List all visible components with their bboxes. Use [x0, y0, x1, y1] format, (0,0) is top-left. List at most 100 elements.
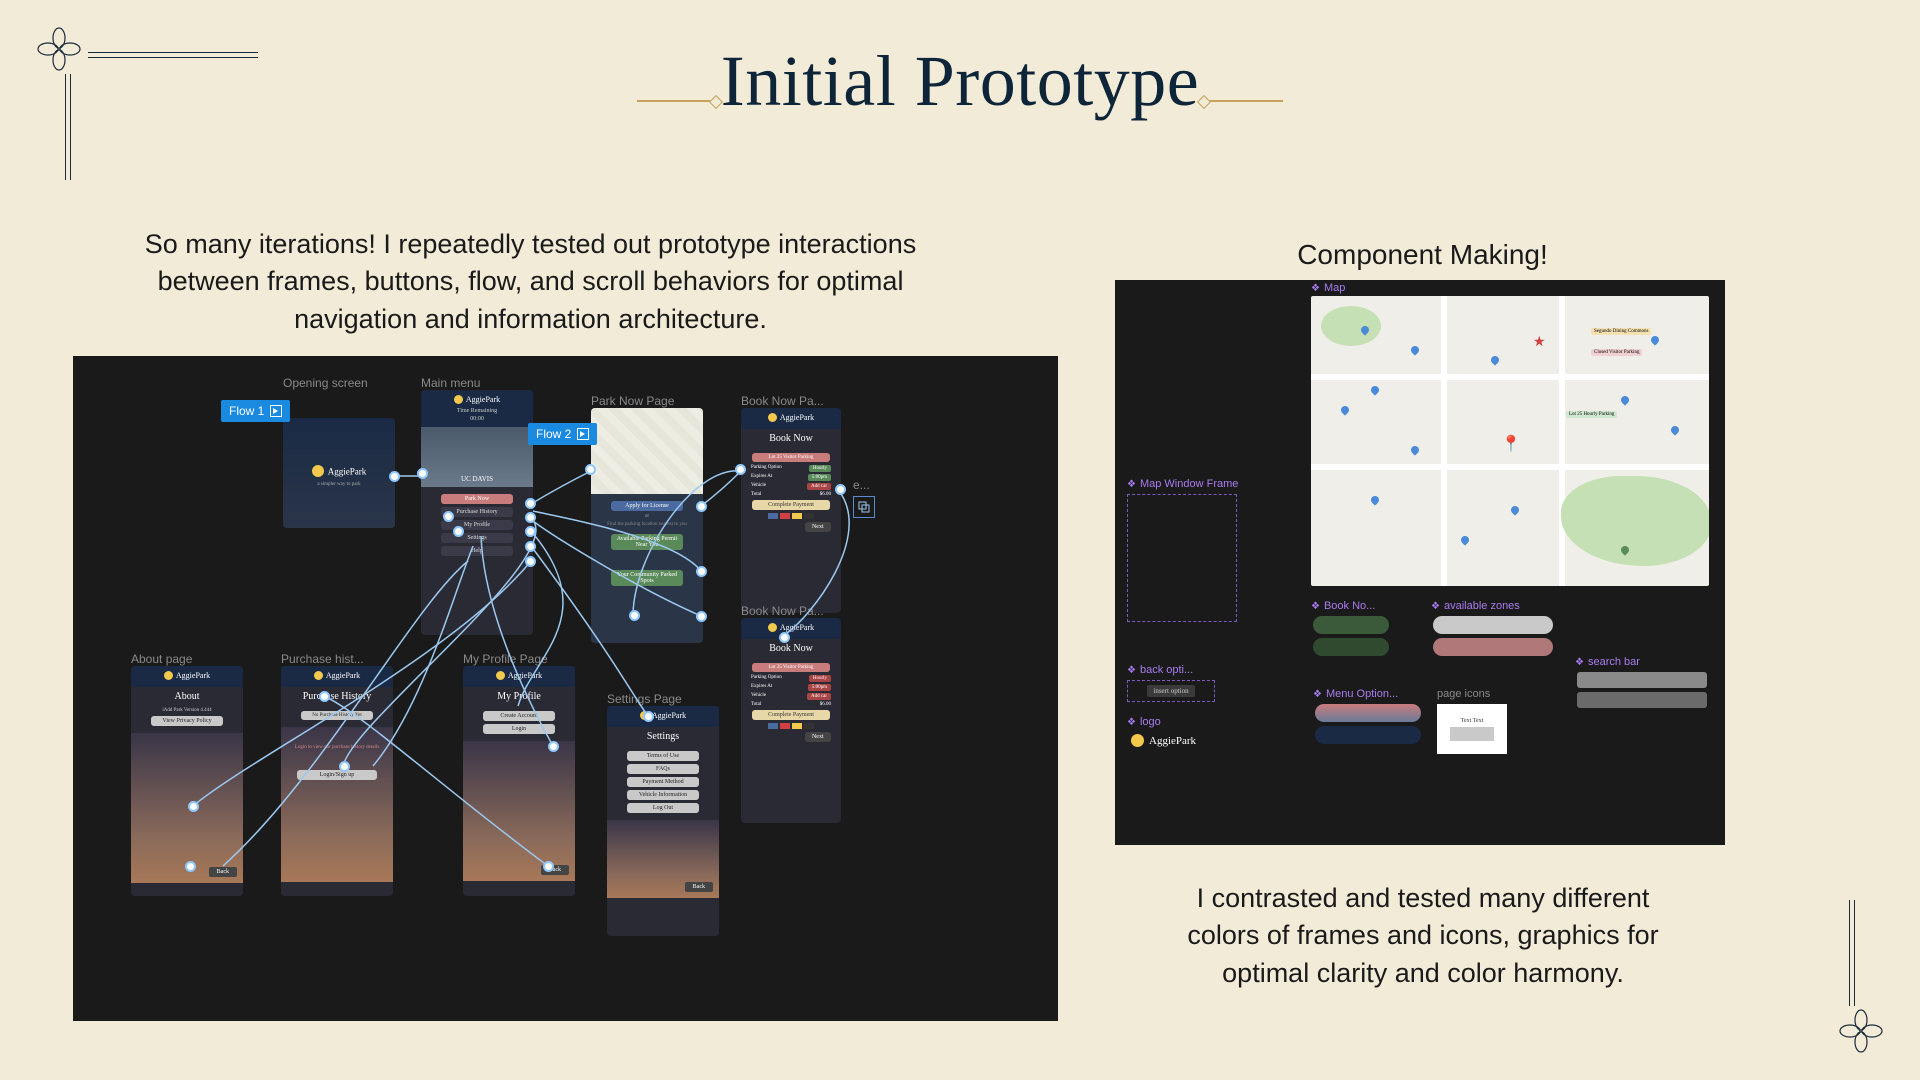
connection-node[interactable]: [525, 526, 536, 537]
connection-node[interactable]: [543, 861, 554, 872]
community-spots-button[interactable]: Your Community Parked Spots: [611, 570, 683, 586]
map-component[interactable]: ★ 📍 Segundo Dining Commons Closed Visito…: [1311, 296, 1709, 586]
frame-label-e: e...: [853, 478, 870, 492]
menu-settings[interactable]: Settings: [441, 533, 513, 543]
book-pill-2[interactable]: [1313, 638, 1389, 656]
payment-method-button[interactable]: Payment Method: [627, 777, 699, 787]
flow-1-badge[interactable]: Flow 1: [221, 400, 290, 422]
next-button[interactable]: Next: [805, 732, 831, 742]
frame-book-now-2[interactable]: Book Now Pa... AggiePark Book Now Lot 25…: [741, 604, 841, 823]
map-window-frame-component[interactable]: [1127, 494, 1237, 622]
frame-my-profile[interactable]: My Profile Page AggiePark My Profile Cre…: [463, 652, 575, 896]
caption-left: So many iterations! I repeatedly tested …: [138, 226, 923, 338]
caption-right-bottom: I contrasted and tested many different c…: [1158, 880, 1688, 992]
available-parking-button[interactable]: Available Parking Permit Near You: [611, 534, 683, 550]
search-bar-1[interactable]: [1577, 672, 1707, 688]
login-signup-button[interactable]: Login/Sign up: [297, 770, 378, 780]
connection-node[interactable]: [339, 761, 350, 772]
comp-label-map-window: Map Window Frame: [1127, 478, 1238, 490]
play-icon: [270, 405, 282, 417]
frame-settings[interactable]: Settings Page AggiePark Settings Terms o…: [607, 692, 719, 936]
frame-park-now[interactable]: Park Now Page Apply for License or Find …: [591, 394, 703, 643]
frame-purchase-history[interactable]: Purchase hist... AggiePark Purchase Hist…: [281, 652, 393, 896]
connection-node[interactable]: [696, 566, 707, 577]
connection-node[interactable]: [835, 484, 846, 495]
frame-label: Book Now Pa...: [741, 394, 841, 408]
back-button[interactable]: Back: [685, 882, 713, 892]
search-bar-2[interactable]: [1577, 692, 1707, 708]
connection-node[interactable]: [188, 801, 199, 812]
next-button[interactable]: Next: [805, 522, 831, 532]
connection-node[interactable]: [319, 691, 330, 702]
connection-node[interactable]: [389, 471, 400, 482]
page-icons-component[interactable]: Text Text: [1437, 704, 1507, 754]
menu-option-bar-2[interactable]: [1315, 726, 1421, 744]
flow-2-badge[interactable]: Flow 2: [528, 423, 597, 445]
insert-option-button[interactable]: insert option: [1147, 685, 1194, 697]
frame-label: Settings Page: [607, 692, 719, 706]
terms-button[interactable]: Terms of Use: [627, 751, 699, 761]
back-option-component[interactable]: insert option: [1127, 680, 1215, 702]
app-logo-text: AggiePark: [508, 671, 542, 680]
connection-node[interactable]: [779, 632, 790, 643]
frame-book-now-1[interactable]: Book Now Pa... AggiePark Book Now Lot 25…: [741, 394, 841, 613]
frame-label: My Profile Page: [463, 652, 575, 666]
frame-opening-screen[interactable]: Opening screen AggiePark a simpler way t…: [283, 376, 395, 528]
connection-node[interactable]: [443, 511, 454, 522]
connection-node[interactable]: [696, 611, 707, 622]
menu-park-now[interactable]: Park Now: [441, 494, 513, 504]
connection-node[interactable]: [525, 541, 536, 552]
menu-option-bar-1[interactable]: [1315, 704, 1421, 722]
login-button[interactable]: Login: [483, 724, 555, 734]
comp-label-map: Map: [1311, 282, 1345, 294]
frame-label: Park Now Page: [591, 394, 703, 408]
frame-label: About page: [131, 652, 243, 666]
comp-label-search-bar: search bar: [1575, 656, 1640, 668]
book-pill-1[interactable]: [1313, 616, 1389, 634]
connection-node[interactable]: [585, 464, 596, 475]
comp-label-menu-opt: Menu Option...: [1313, 688, 1398, 700]
no-history-label: No Purchase History Yet: [301, 711, 373, 720]
logo-component[interactable]: AggiePark: [1131, 734, 1196, 747]
flower-icon: [1838, 1008, 1884, 1054]
app-logo-text: AggiePark: [780, 623, 814, 632]
map-star-icon: ★: [1533, 334, 1546, 351]
create-account-button[interactable]: Create Account: [483, 711, 555, 721]
app-logo-text: AggiePark: [176, 671, 210, 680]
back-button[interactable]: Back: [209, 867, 237, 877]
component-panel: Map ★ 📍 Segundo Dining Commons Closed Vi…: [1115, 280, 1725, 845]
copy-icon[interactable]: [853, 496, 875, 518]
connection-node[interactable]: [525, 556, 536, 567]
connection-node[interactable]: [417, 468, 428, 479]
connection-node[interactable]: [548, 741, 559, 752]
complete-payment-button[interactable]: Complete Payment: [752, 710, 829, 720]
menu-my-profile[interactable]: My Profile: [441, 520, 513, 530]
menu-help[interactable]: Help: [441, 546, 513, 556]
connection-node[interactable]: [525, 498, 536, 509]
connection-node[interactable]: [185, 861, 196, 872]
frame-label: Opening screen: [283, 376, 395, 390]
comp-label-book-no: Book No...: [1311, 600, 1375, 612]
privacy-policy-button[interactable]: View Privacy Policy: [151, 716, 223, 726]
zone-pill-1[interactable]: [1433, 616, 1553, 634]
connection-node[interactable]: [525, 512, 536, 523]
comp-label-avail-zones: available zones: [1431, 600, 1520, 612]
connection-node[interactable]: [696, 501, 707, 512]
page-icon-text: Text Text: [1461, 718, 1484, 724]
zone-pill-2[interactable]: [1433, 638, 1553, 656]
login-hint: Login to view our purchase history detai…: [281, 745, 393, 750]
connection-node[interactable]: [735, 464, 746, 475]
connection-node[interactable]: [453, 526, 464, 537]
connection-node[interactable]: [629, 610, 640, 621]
frame-main-menu[interactable]: Main menu AggiePark Time Remaining00:00 …: [421, 376, 533, 635]
logo-dot-icon: [1131, 734, 1144, 747]
logout-button[interactable]: Log Out: [627, 803, 699, 813]
vehicle-info-button[interactable]: Vehicle Information: [627, 790, 699, 800]
faq-button[interactable]: FAQs: [627, 764, 699, 774]
flow-1-label: Flow 1: [229, 404, 264, 418]
complete-payment-button[interactable]: Complete Payment: [752, 500, 829, 510]
apply-license-button[interactable]: Apply for License: [611, 501, 683, 511]
connection-node[interactable]: [643, 711, 654, 722]
frame-about[interactable]: About page AggiePark About iAdd Park Ver…: [131, 652, 243, 896]
caption-component-making: Component Making!: [1230, 236, 1615, 275]
